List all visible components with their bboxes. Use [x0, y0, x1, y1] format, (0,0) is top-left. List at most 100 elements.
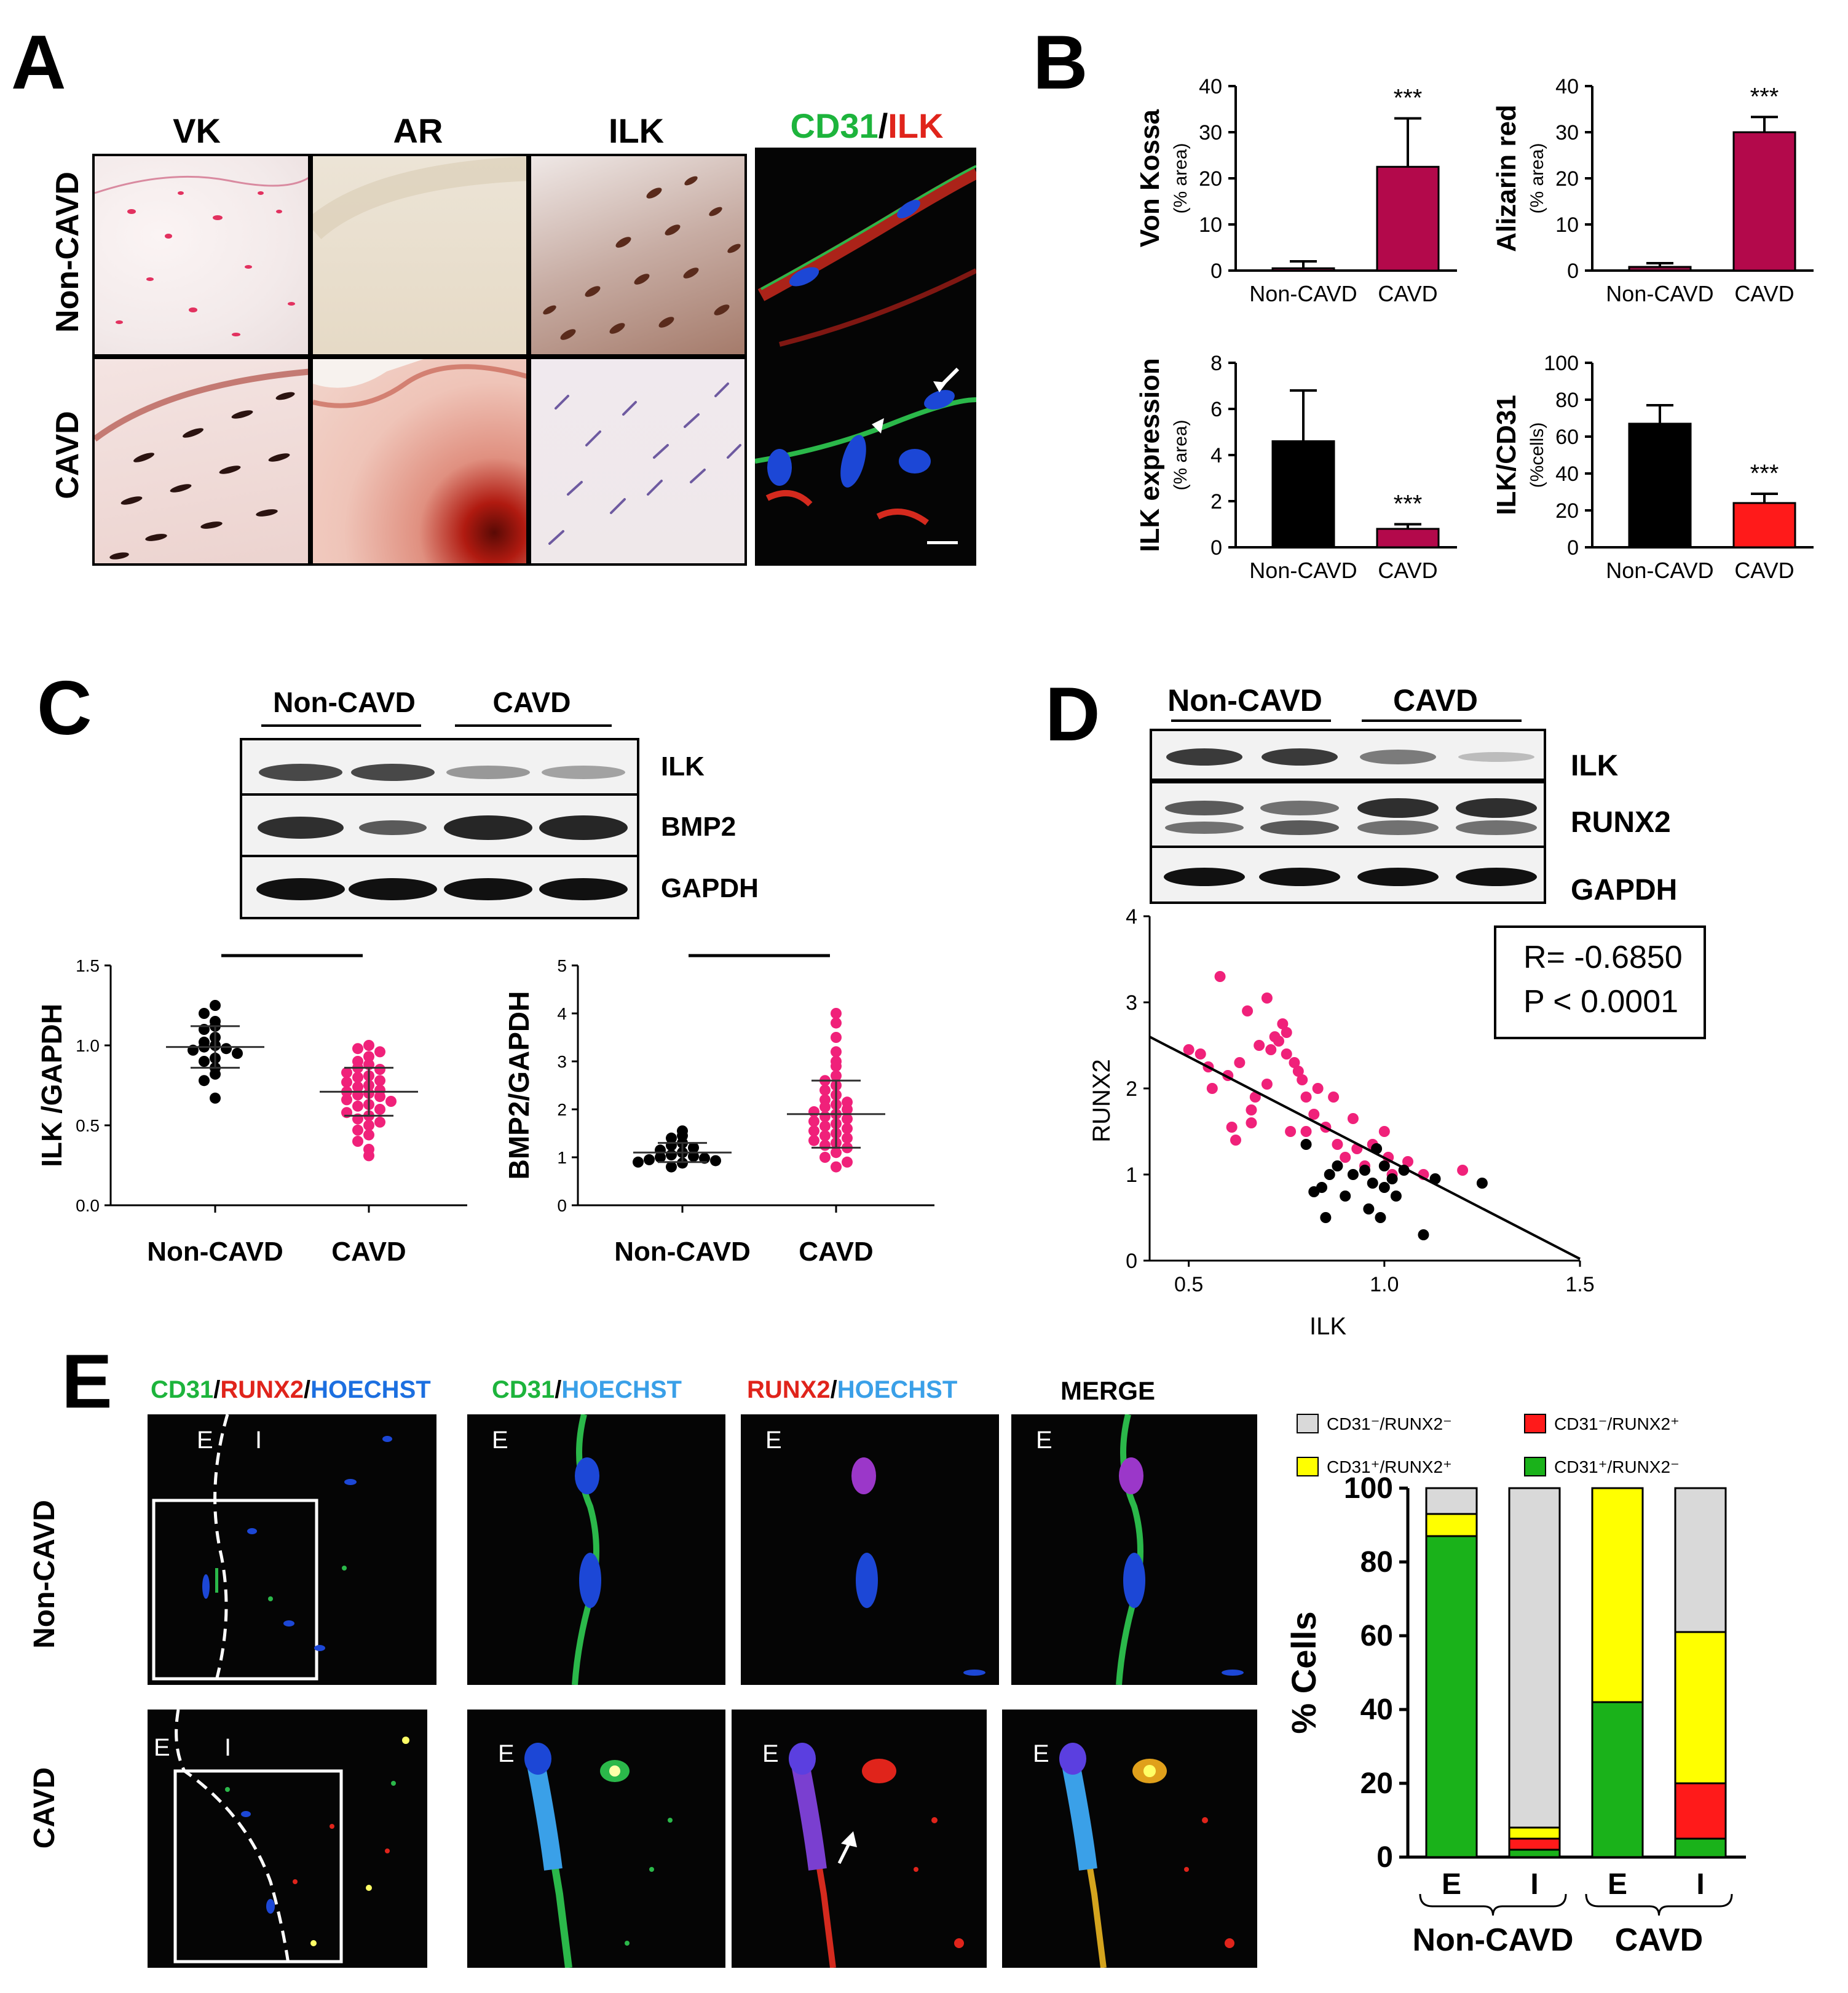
y-axis-label: ILK /GAPDH: [36, 1004, 68, 1167]
data-point: [633, 1156, 644, 1168]
y-tick-label: 10: [1555, 213, 1579, 237]
blot-d-group-cavd: CAVD: [1393, 683, 1478, 718]
data-point: [1340, 1191, 1351, 1202]
blot-c-group-non-cavd: Non-CAVD: [273, 686, 416, 718]
y-tick-label: 1: [1126, 1163, 1137, 1187]
data-point: [374, 1091, 385, 1103]
data-point: [1234, 1057, 1246, 1068]
data-point: [1249, 1092, 1261, 1103]
stacked-bar-segment: [1591, 1701, 1644, 1858]
data-point: [819, 1152, 831, 1163]
data-point: [1246, 1104, 1257, 1115]
y-tick-label: 1.5: [76, 956, 100, 975]
ar-cavd-texture: [313, 359, 526, 408]
data-point: [819, 1120, 831, 1132]
chart-b-alizarin-red: 0 10 20 30 40 Non-CAVD CAVD *** Alizarin red (% a…: [1491, 75, 1814, 306]
data-point: [1261, 993, 1273, 1004]
data-point: [1378, 1160, 1390, 1171]
data-point: [1312, 1083, 1324, 1094]
data-point: [1300, 1139, 1312, 1150]
data-point: [374, 1064, 385, 1075]
y-tick-label: 0.0: [76, 1196, 100, 1215]
regression-line: [1149, 1036, 1581, 1260]
blot-d-gapdh: [1150, 846, 1546, 904]
data-point: [831, 1147, 842, 1159]
category-label: CAVD: [799, 1237, 873, 1267]
micrograph-ilk-non-cavd: [529, 154, 747, 357]
y-axis-label: Von Kossa: [1135, 109, 1165, 247]
col-title-ilk: ILK: [608, 111, 665, 150]
legend-swatch: [1524, 1414, 1546, 1433]
category-label: CAVD: [331, 1237, 406, 1267]
e-fluor-overview-cavd: E I: [148, 1710, 427, 1968]
data-point: [1281, 1027, 1292, 1038]
legend-swatch: [1524, 1457, 1546, 1476]
data-point: [710, 1155, 721, 1167]
data-point: [1332, 1139, 1343, 1150]
data-point: [831, 1060, 842, 1072]
data-point: [341, 1067, 352, 1079]
data-point: [666, 1149, 677, 1161]
data-point: [1367, 1178, 1378, 1189]
col-title-ar: AR: [393, 111, 443, 150]
data-point: [1359, 1165, 1370, 1176]
blot-c-bmp2: [240, 793, 639, 858]
e-t2-s: /: [555, 1376, 562, 1403]
data-point: [363, 1150, 374, 1162]
data-point: [819, 1111, 831, 1122]
correlation-r: R= -0.6850: [1523, 940, 1683, 975]
data-point: [1347, 1113, 1359, 1124]
data-point: [842, 1132, 853, 1144]
blot-d-group-non-cavd: Non-CAVD: [1167, 683, 1322, 718]
data-point: [1328, 1092, 1340, 1103]
data-point: [1194, 1048, 1206, 1060]
e-fluor-cd31-non-cavd: E: [467, 1414, 725, 1685]
y-axis-label: % Cells: [1284, 1611, 1323, 1733]
panel-label-b: B: [1033, 20, 1088, 105]
y-tick-label: 100: [1344, 1472, 1393, 1505]
data-point: [1378, 1182, 1390, 1193]
y-tick-label: 20: [1199, 167, 1222, 191]
category-label: E: [1608, 1868, 1627, 1901]
y-tick-label: 0: [1567, 536, 1579, 560]
data-point: [808, 1115, 819, 1127]
data-point: [199, 1008, 210, 1019]
col-title-vk: VK: [173, 111, 221, 150]
blot-d-label-gapdh: GAPDH: [1571, 874, 1678, 906]
y-tick-label: 20: [1360, 1767, 1393, 1800]
micrograph-ilk-cavd: [529, 357, 747, 566]
e-fluor-overview-non-cavd: E I: [148, 1414, 436, 1685]
data-point: [363, 1051, 374, 1063]
data-point: [341, 1094, 352, 1106]
y-tick-label: 100: [1544, 352, 1579, 375]
stacked-bar-segment: [1508, 1837, 1561, 1851]
e-row-label-cavd: CAVD: [28, 1767, 61, 1849]
data-point: [831, 1017, 842, 1029]
y-tick-label: 30: [1199, 121, 1222, 145]
chart-b-von-kossa: 0 10 20 30 40 Non-CAVD CAVD *** Von Kossa (% area…: [1135, 75, 1457, 306]
data-point: [210, 1000, 221, 1011]
data-point: [352, 1043, 363, 1055]
data-point: [1390, 1191, 1402, 1202]
data-point: [831, 1008, 842, 1019]
group-brace: [1585, 1893, 1733, 1916]
y-tick-label: 40: [1360, 1694, 1393, 1726]
y-axis-sublabel: (%cells): [1527, 422, 1547, 488]
group-brace: [1419, 1893, 1567, 1916]
category-label: Non-CAVD: [1249, 281, 1357, 306]
e-title-runx2-hoechst: RUNX2/HOECHST: [747, 1376, 957, 1404]
category-label: CAVD: [1378, 558, 1437, 583]
data-point: [352, 1124, 363, 1136]
y-tick-label: 5: [557, 956, 567, 975]
ar-non-cavd-texture: [313, 156, 526, 240]
data-point: [1378, 1126, 1390, 1137]
title-cd31: CD31: [790, 106, 879, 145]
stacked-bar-segment: [1508, 1848, 1561, 1858]
category-label: Non-CAVD: [1606, 558, 1713, 583]
y-tick-label: 4: [557, 1004, 567, 1023]
data-point: [1363, 1203, 1375, 1214]
blot-d-underline-non-cavd: [1171, 719, 1331, 722]
significance-label: **: [279, 941, 305, 954]
stacked-bar-segment: [1425, 1513, 1478, 1537]
y-tick-label: 8: [1210, 352, 1222, 375]
